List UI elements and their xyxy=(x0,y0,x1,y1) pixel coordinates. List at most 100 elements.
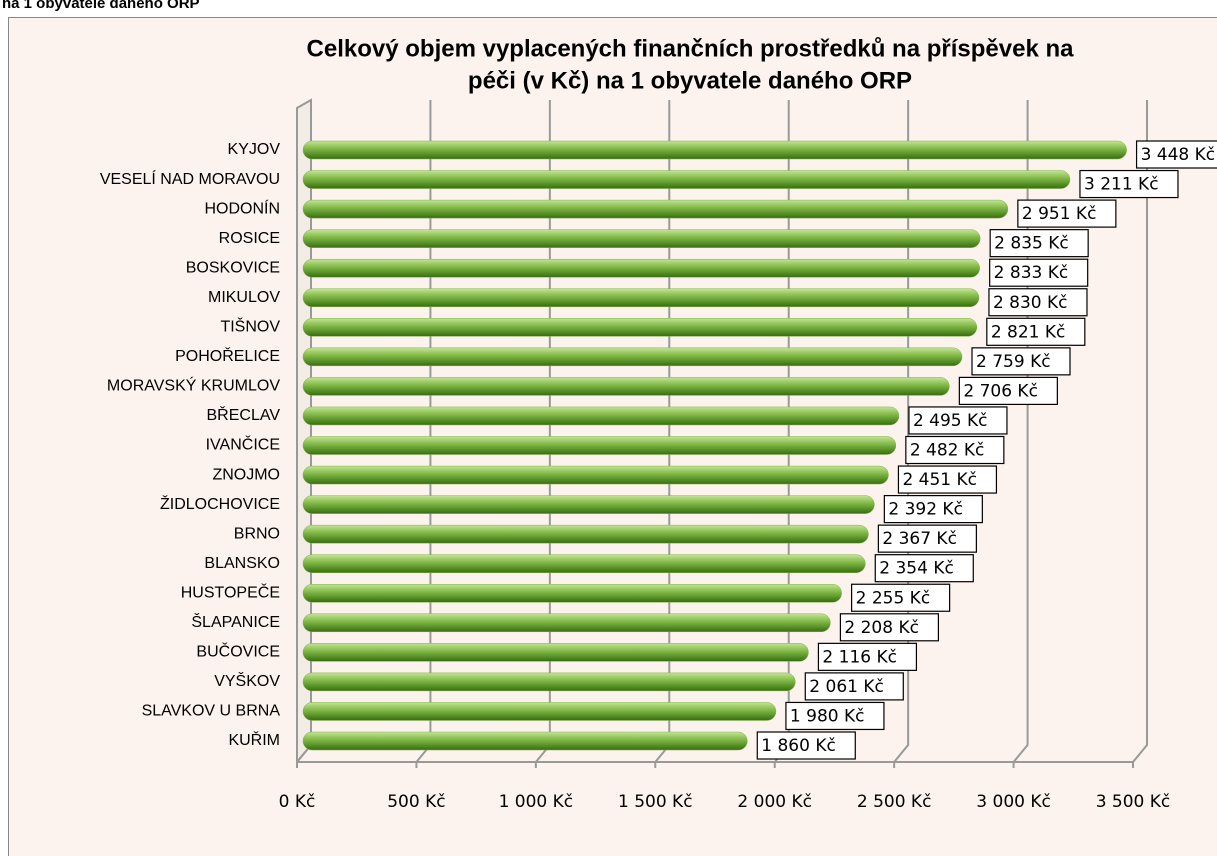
x-tick-label: 1 500 Kč xyxy=(618,792,693,812)
value-label-box xyxy=(1079,169,1179,199)
value-label: 2 830 Kč xyxy=(993,293,1068,313)
value-label-box xyxy=(1017,199,1117,228)
bar xyxy=(302,406,900,426)
x-tick-label: 3 500 Kč xyxy=(1096,792,1171,812)
x-tick-label: 2 500 Kč xyxy=(857,792,932,812)
value-label: 2 392 Kč xyxy=(888,500,963,520)
y-tick-label: MIKULOV xyxy=(208,289,280,306)
y-tick-label: HODONÍN xyxy=(204,198,280,217)
bar xyxy=(302,584,842,603)
value-label: 1 980 Kč xyxy=(790,706,865,726)
y-tick-label: BLANSKO xyxy=(204,555,280,572)
value-label: 2 706 Kč xyxy=(963,381,1038,401)
value-label: 2 951 Kč xyxy=(1022,204,1097,224)
value-label-box xyxy=(989,258,1089,287)
bar xyxy=(302,554,866,573)
value-label: 2 451 Kč xyxy=(902,470,977,490)
value-label: 1 860 Kč xyxy=(761,736,836,756)
value-label-box xyxy=(897,465,998,494)
value-label-box xyxy=(905,435,1005,465)
y-tick-label: POHOŘELICE xyxy=(175,346,280,365)
value-label-box xyxy=(971,347,1071,376)
chart-title: péči (v Kč) na 1 obyvatele daného ORP xyxy=(468,67,912,94)
y-tick-label: HUSTOPEČE xyxy=(181,582,280,601)
value-label: 2 208 Kč xyxy=(844,618,919,638)
y-tick-label: BRNO xyxy=(234,525,280,542)
bar xyxy=(302,258,980,278)
bar xyxy=(302,377,950,396)
y-tick-label: ROSICE xyxy=(219,230,280,247)
bar xyxy=(302,731,748,751)
y-tick-label: IVANČICE xyxy=(206,435,280,454)
value-label-box xyxy=(908,406,1008,435)
value-label-box xyxy=(988,288,1088,317)
value-label-box xyxy=(989,229,1089,258)
value-label: 2 116 Kč xyxy=(822,647,897,667)
value-label: 2 759 Kč xyxy=(976,352,1051,372)
bar xyxy=(302,318,978,337)
value-label-box xyxy=(958,376,1058,405)
y-tick-label: BUČOVICE xyxy=(196,642,280,661)
value-label-box xyxy=(851,583,951,612)
value-label: 2 061 Kč xyxy=(809,677,884,697)
y-tick-label: ŽIDLOCHOVICE xyxy=(160,494,280,513)
value-label: 2 835 Kč xyxy=(994,234,1069,254)
y-tick-label: BŘECLAV xyxy=(206,405,280,424)
value-label-box xyxy=(877,524,977,553)
value-label-box xyxy=(785,701,885,731)
y-tick-label: BOSKOVICE xyxy=(186,259,280,276)
value-label: 2 367 Kč xyxy=(882,529,957,549)
grid-line xyxy=(1132,100,1148,763)
bar xyxy=(302,288,980,307)
y-tick-label: KUŘIM xyxy=(228,730,280,749)
value-label-box xyxy=(1135,140,1217,169)
y-tick-label: VYŠKOV xyxy=(214,671,280,690)
y-tick-label: SLAVKOV U BRNA xyxy=(142,703,281,720)
grid-line xyxy=(893,100,910,763)
value-label-box xyxy=(839,613,939,642)
x-tick-label: 500 Kč xyxy=(387,792,445,812)
y-tick-label: TIŠNOV xyxy=(220,317,280,336)
x-tick-label: 2 000 Kč xyxy=(737,792,812,812)
y-tick-label: KYJOV xyxy=(228,141,281,158)
value-label: 3 211 Kč xyxy=(1084,175,1159,195)
value-label: 2 495 Kč xyxy=(913,411,988,431)
value-label: 2 482 Kč xyxy=(910,441,985,461)
value-label: 2 255 Kč xyxy=(856,588,931,608)
bar xyxy=(302,524,869,544)
bar xyxy=(302,702,777,721)
bar xyxy=(302,347,963,367)
value-label-box xyxy=(804,672,904,701)
bar xyxy=(302,170,1071,189)
y-tick-label: MORAVSKÝ KRUMLOV xyxy=(107,376,280,395)
bar xyxy=(302,465,889,485)
value-label-box xyxy=(883,495,983,524)
bar xyxy=(302,613,831,633)
value-label-box xyxy=(817,642,918,671)
value-label: 2 833 Kč xyxy=(994,263,1069,283)
y-tick-label: VESELÍ NAD MORAVOU xyxy=(100,169,280,188)
bar xyxy=(302,672,796,692)
caption: na 1 obyvatele daného ORP xyxy=(2,0,200,12)
y-tick-label: ŠLAPANICE xyxy=(191,612,280,631)
y-tick-label: ZNOJMO xyxy=(212,466,280,483)
x-tick-label: 3 000 Kč xyxy=(976,792,1051,812)
x-tick-label: 0 Kč xyxy=(279,792,316,812)
bar xyxy=(302,140,1127,160)
bar xyxy=(302,495,875,514)
value-label-box xyxy=(874,554,974,583)
value-label: 2 821 Kč xyxy=(991,322,1066,342)
value-label: 2 354 Kč xyxy=(879,559,954,579)
value-label: 3 448 Kč xyxy=(1141,145,1216,165)
bar xyxy=(302,643,809,662)
chart-title: Celkový objem vyplacených finančních pro… xyxy=(307,35,1075,62)
bar xyxy=(302,199,1009,219)
x-tick-label: 1 000 Kč xyxy=(499,792,574,812)
bar xyxy=(302,229,981,248)
value-label-box xyxy=(986,317,1086,346)
value-label-box xyxy=(756,731,856,760)
axis-wall xyxy=(296,98,312,765)
bar xyxy=(302,436,897,455)
